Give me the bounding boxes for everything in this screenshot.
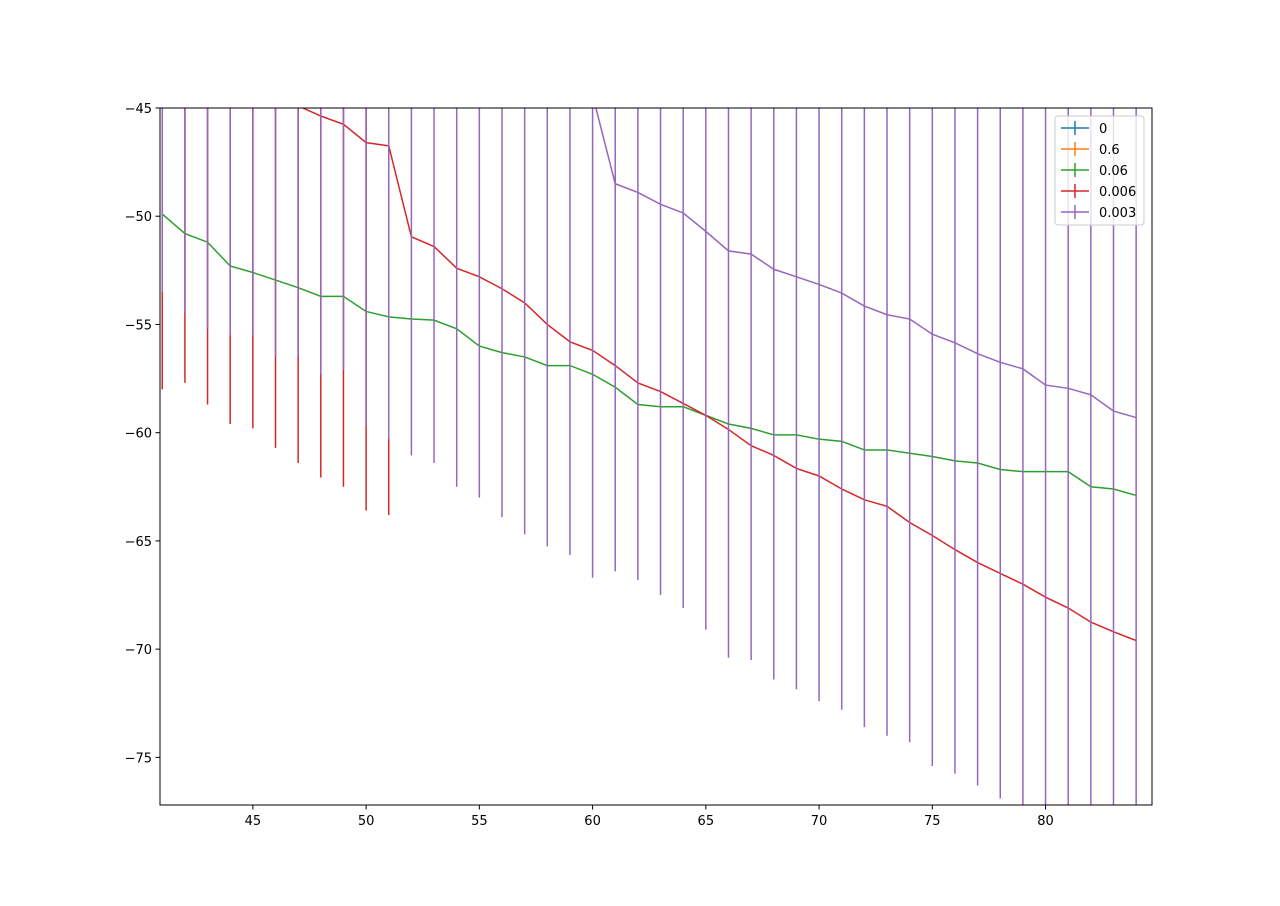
y-tick-label: −60 (125, 427, 152, 442)
x-tick-label: 60 (584, 814, 601, 829)
plot-area (161, 108, 1137, 805)
y-tick-label: −55 (125, 318, 152, 333)
axes-frame (159, 107, 1153, 806)
x-tick-label: 50 (358, 814, 375, 829)
y-tick-label: −50 (125, 210, 152, 225)
axes: 45 50 55 60 65 70 75 80 −75 −70 −65 −60 −55 −50 −45 0 0.… (125, 102, 1153, 829)
legend: 0 0.6 0.06 0.006 0.003 (1054, 115, 1145, 226)
legend-label: 0.006 (1099, 185, 1136, 200)
x-tick-label: 45 (245, 814, 262, 829)
legend-label: 0.003 (1099, 206, 1136, 221)
y-tick-label: −75 (125, 751, 152, 766)
legend-box (1054, 115, 1145, 226)
legend-label: 0.06 (1099, 164, 1128, 179)
y-tick-label: −65 (125, 535, 152, 550)
x-tick-label: 70 (811, 814, 828, 829)
y-tick-label: −70 (125, 643, 152, 658)
x-tick-label: 65 (698, 814, 715, 829)
series-line (301, 108, 1137, 642)
x-tick-label: 55 (471, 814, 488, 829)
legend-label: 0 (1099, 122, 1107, 137)
series-line (595, 108, 1137, 419)
series-line (161, 213, 1137, 497)
x-tick-label: 75 (924, 814, 941, 829)
x-tick-label: 80 (1037, 814, 1054, 829)
legend-label: 0.6 (1099, 143, 1120, 158)
y-tick-label: −45 (125, 102, 152, 117)
